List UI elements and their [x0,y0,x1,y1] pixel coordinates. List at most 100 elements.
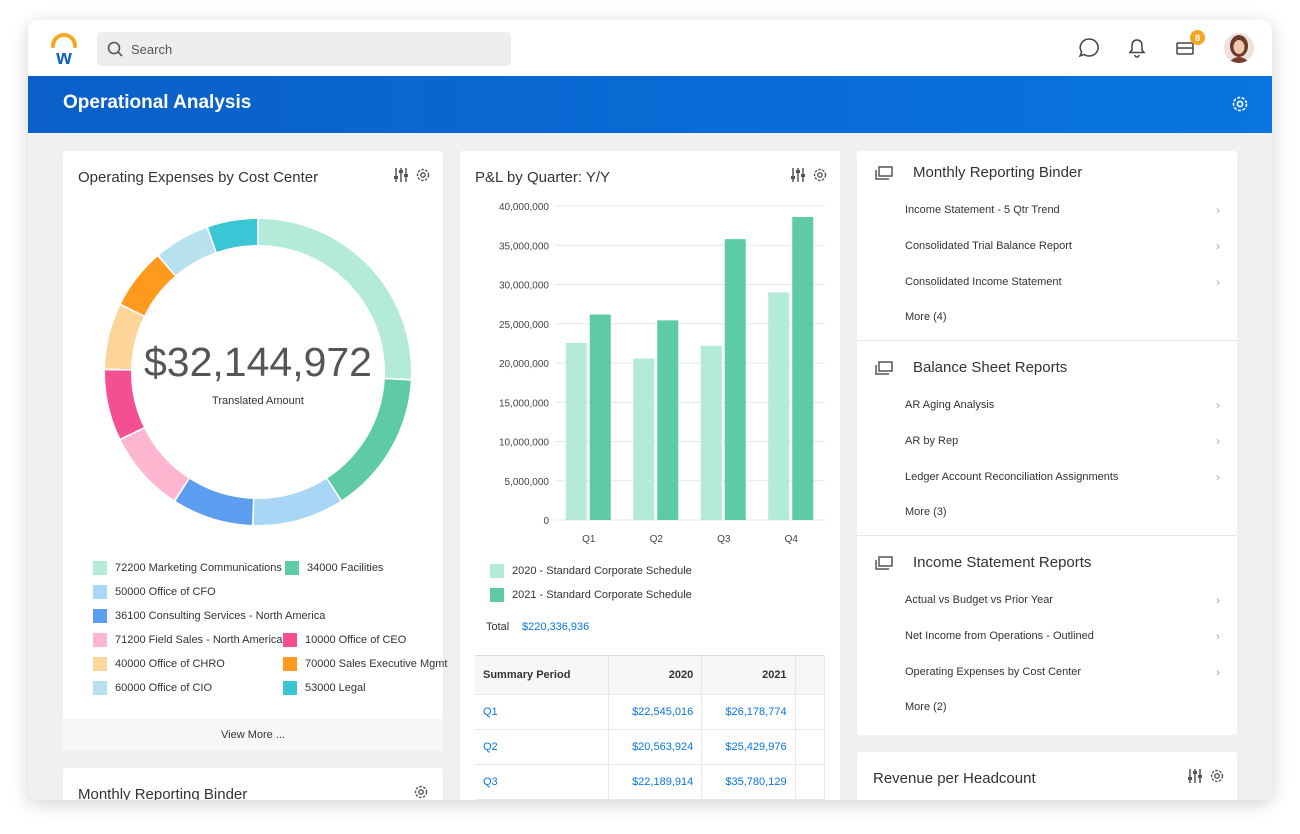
header-summary-period: Summary Period [475,655,609,695]
more-link[interactable]: More (3) [905,506,947,518]
legend-swatch [93,633,107,647]
legend-swatch [93,657,107,671]
report-link-label: Operating Expenses by Cost Center [905,666,1082,678]
period-link[interactable]: Q2 [475,729,609,765]
search-input[interactable]: Search [97,32,511,66]
chevron-right-icon: › [1216,239,1220,253]
bar[interactable] [633,358,655,520]
value-link[interactable]: $22,189,914 [608,764,703,800]
chat-icon[interactable] [1077,36,1101,60]
more-link[interactable]: More (4) [905,311,947,323]
divider [857,535,1237,536]
donut-chart [105,219,411,525]
report-link[interactable]: Operating Expenses by Cost Center › [905,665,1220,679]
legend-item[interactable]: 60000 Office of CIO [93,681,212,695]
donut-slice[interactable] [105,305,144,370]
legend-label: 10000 Office of CEO [305,634,407,646]
gear-icon[interactable] [812,167,828,183]
legend-item[interactable]: 70000 Sales Executive Mgmt [283,657,447,671]
workday-logo[interactable]: w [48,32,80,69]
bar-chart: 0 5,000,000 10,000,000 15,000,000 20,000,000… [499,202,825,545]
value-link[interactable]: $25,429,976 [701,729,796,765]
report-link[interactable]: Ledger Account Reconciliation Assignment… [905,470,1220,484]
report-link[interactable]: Net Income from Operations - Outlined › [905,629,1220,643]
filter-icon[interactable] [393,167,409,183]
donut-slice[interactable] [121,428,189,500]
legend-label: 71200 Field Sales - North America [115,634,283,646]
bar[interactable] [792,216,814,521]
legend-item[interactable]: 34000 Facilities [285,561,383,575]
legend-item[interactable]: 72200 Marketing Communications [93,561,282,575]
report-link[interactable]: AR by Rep › [905,434,1220,448]
legend-item[interactable]: 40000 Office of CHRO [93,657,225,671]
legend-label: 2021 - Standard Corporate Schedule [512,589,692,601]
bell-icon[interactable] [1125,36,1149,60]
legend-label: 2020 - Standard Corporate Schedule [512,565,692,577]
donut-slice[interactable] [258,219,411,379]
legend-item[interactable]: 10000 Office of CEO [283,633,406,647]
legend-label: 50000 Office of CFO [115,586,216,598]
table-header-row: Summary Period 2020 2021 [475,655,826,695]
report-link[interactable]: Income Statement - 5 Qtr Trend › [905,203,1220,217]
legend-label: 53000 Legal [305,682,366,694]
value-link[interactable]: $26,178,774 [701,694,796,730]
report-link[interactable]: Consolidated Trial Balance Report › [905,239,1220,253]
bar[interactable] [700,345,722,520]
filter-icon[interactable] [1187,768,1203,784]
binder-icon [875,360,903,375]
donut-slice[interactable] [208,219,258,252]
binder-icon [875,165,903,180]
value-link[interactable]: $35,780,129 [701,764,796,800]
revenue-headcount-card: Revenue per Headcount [857,752,1237,800]
more-link[interactable]: More (2) [905,701,947,713]
view-more-button[interactable]: View More ... [63,719,443,751]
pl-card: P&L by Quarter: Y/Y 0 5,000,000 10,000,000… [460,151,840,800]
bar[interactable] [589,314,611,520]
report-link[interactable]: Consolidated Income Statement › [905,275,1220,289]
gear-icon[interactable] [413,784,429,800]
report-link[interactable]: Actual vs Budget vs Prior Year › [905,593,1220,607]
gear-icon[interactable] [1209,768,1225,784]
gear-icon[interactable] [415,167,431,183]
chevron-right-icon: › [1216,593,1220,607]
total-amount-label: Translated Amount [212,395,304,407]
pl-card-title: P&L by Quarter: Y/Y [475,169,611,186]
report-section-title: Balance Sheet Reports [913,359,1068,376]
donut-slice[interactable] [175,479,253,525]
report-link-label: AR by Rep [905,435,959,447]
avatar[interactable] [1224,33,1254,63]
period-link[interactable]: Q3 [475,764,609,800]
legend-item[interactable]: 71200 Field Sales - North America [93,633,283,647]
legend-item[interactable]: 36100 Consulting Services - North Americ… [93,609,325,623]
legend-item[interactable]: 53000 Legal [283,681,366,695]
filter-icon[interactable] [790,167,806,183]
report-section-header: Income Statement Reports [875,554,1091,571]
y-tick-label: 15,000,000 [499,398,549,409]
y-tick-label: 10,000,000 [499,438,549,449]
donut-slice[interactable] [105,370,144,439]
donut-slice[interactable] [253,479,341,525]
period-link[interactable]: Q1 [475,694,609,730]
gear-icon[interactable] [1230,94,1250,114]
donut-slice[interactable] [327,379,411,500]
report-section-title: Monthly Reporting Binder [913,164,1083,181]
bar[interactable] [768,292,790,520]
donut-slice[interactable] [121,256,175,316]
chevron-right-icon: › [1216,434,1220,448]
bar[interactable] [657,320,679,520]
total-value-link[interactable]: $220,336,936 [522,621,590,633]
value-link[interactable]: $20,563,924 [608,729,703,765]
report-link-label: Income Statement - 5 Qtr Trend [905,204,1060,216]
legend-item[interactable]: 50000 Office of CFO [93,585,216,599]
table-row: Q1 $22,545,016 $26,178,774 [475,694,826,730]
bar[interactable] [565,343,587,520]
report-link[interactable]: AR Aging Analysis › [905,398,1220,412]
inbox-icon[interactable]: 8 [1173,30,1205,60]
opex-card-title: Operating Expenses by Cost Center [78,169,319,186]
legend-item[interactable]: 2020 - Standard Corporate Schedule [490,564,692,578]
donut-slice[interactable] [159,227,216,276]
value-link[interactable]: $22,545,016 [608,694,703,730]
legend-item[interactable]: 2021 - Standard Corporate Schedule [490,588,692,602]
bar[interactable] [724,239,746,521]
search-icon [107,41,123,57]
